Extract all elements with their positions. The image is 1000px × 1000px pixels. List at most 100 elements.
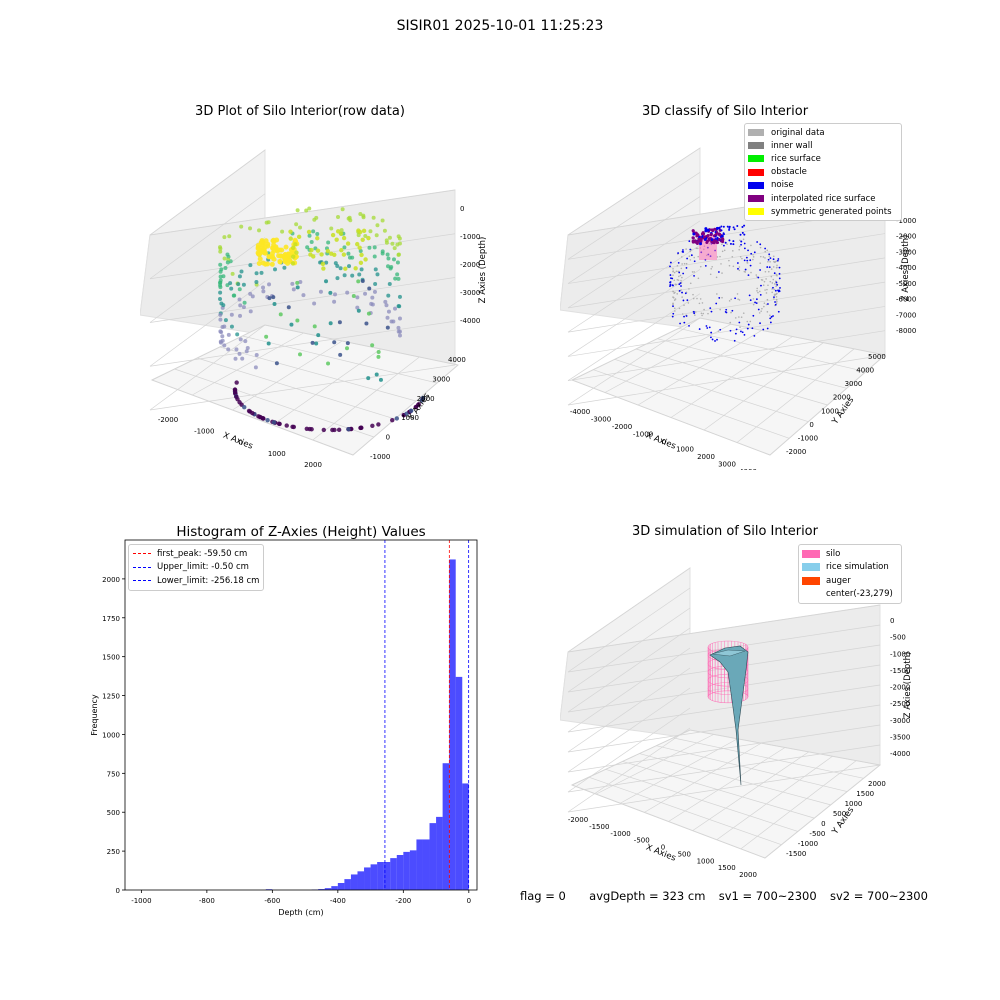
raw-data-point [262,250,268,256]
raw-data-point [304,208,309,213]
histogram-bar [449,559,456,890]
raw-data-point [295,318,300,323]
classify-surface-point [699,242,703,246]
classify-original-point [676,264,679,267]
raw-data-point [397,333,402,338]
classify-original-point [707,312,709,315]
classify-original-point [672,302,674,305]
raw-data-point [261,285,266,290]
raw-data-point [235,332,240,337]
simulation-z-label: Z Axies (Depth) [903,652,913,719]
classify-original-point [678,275,680,278]
raw-data-point [376,354,381,359]
raw-data-point [218,249,223,254]
raw-z-tick: -4000 [460,317,480,325]
raw-data-point [298,280,303,285]
simulation-grid-line [595,734,714,795]
sv1-text: sv1 = 700~2300 [718,889,817,903]
raw-data-point [357,272,362,277]
y-tick-label: 0 [116,887,120,895]
classify-original-point [763,302,766,305]
classify-noise-point [748,294,751,297]
raw-data-point [356,279,361,284]
x-tick-label: -600 [264,897,280,905]
classify-noise-point [716,236,719,239]
classify-noise-point [689,248,692,251]
classify-noise-point [683,315,685,318]
raw-data-point [218,317,223,322]
raw-data-point [228,281,233,286]
raw-data-point [289,322,294,327]
classify-y-tick: 1000 [821,407,839,415]
raw-data-point [387,281,392,286]
simulation-grid-line [764,764,881,859]
classify-noise-point [672,312,675,315]
raw-data-point [256,251,262,257]
raw-data-point [218,312,223,317]
raw-data-point [238,337,243,342]
raw-data-point [380,249,385,254]
classify-original-point [765,292,768,294]
classify-original-point [689,250,691,253]
classify-original-point [673,299,676,301]
classify-original-point [746,262,749,264]
raw-data-point [225,260,230,265]
silo-ring [707,690,749,704]
histogram-legend: first_peak: -59.50 cm Upper_limit: -0.50 … [128,544,265,591]
classify-original-point [709,273,712,276]
classify-noise-point [718,226,721,229]
raw-data-point [242,405,247,410]
classify-original-point [677,279,680,281]
classify-noise-point [704,264,707,267]
classify-noise-point [710,310,713,313]
raw-data-point [233,356,238,361]
classify-grid-line [567,196,701,284]
classify-plot-title: 3D classify of Silo Interior [641,104,809,119]
classify-noise-point [747,274,750,277]
raw-data-point [270,238,276,244]
raw-y-tick: 4000 [448,356,466,364]
classify-noise-point [755,298,758,301]
classify-original-point [772,255,775,258]
classify-noise-point [720,225,723,228]
classify-noise-point [746,259,749,262]
simulation-grid-line [567,724,881,773]
classify-legend-item: original data [748,126,898,139]
classify-noise-point [717,271,720,273]
classify-noise-point [669,274,672,276]
classify-noise-point [778,277,781,280]
classify-noise-point [759,243,762,246]
raw-data-point [284,423,289,428]
classify-x-tick: 2000 [697,453,715,461]
raw-grid-line [312,356,420,441]
classify-z-tick: -5000 [896,280,916,288]
raw-data-point [382,228,387,233]
classify-surface-point [691,236,695,240]
classify-surface-point [721,237,725,241]
raw-data-point [350,273,355,278]
classify-noise-point [776,283,779,286]
raw-data-point [309,240,314,245]
classify-noise-point [682,249,684,251]
simulation-z-tick: -500 [890,634,906,642]
raw-data-point [345,341,350,346]
raw-data-point [246,408,252,414]
classify-original-point [681,263,683,265]
raw-data-point [261,289,266,294]
legend-label: auger [826,575,851,586]
raw-data-point [310,340,315,345]
classify-noise-point [746,327,749,330]
classify-noise-point [747,323,750,326]
raw-data-point [218,290,223,295]
raw-data-point [370,302,375,307]
classify-original-point [695,247,698,250]
classify-noise-point [710,331,713,334]
simulation-y-tick: -1000 [798,840,818,848]
classify-noise-point [743,247,746,250]
raw-data-point [336,427,342,433]
raw-data-point [386,256,391,261]
classify-original-point [766,298,769,301]
raw-data-point [237,274,242,279]
classify-original-point [742,238,745,241]
classify-noise-point [722,233,725,236]
